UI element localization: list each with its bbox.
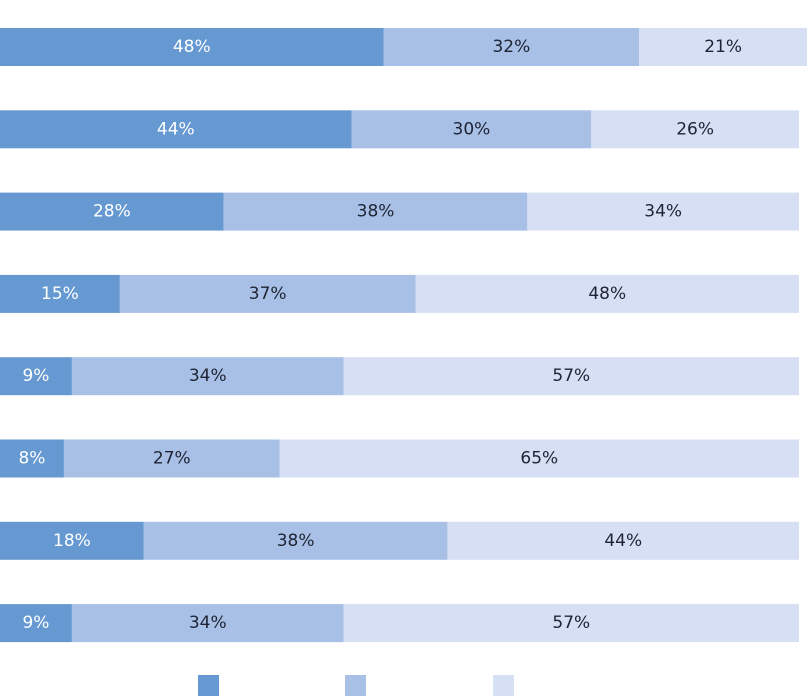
data-label-s1-r6: 8% — [18, 449, 45, 469]
bar-row-7: 18% 38% 44% — [0, 521, 800, 560]
bar-row-5: 9% 34% 57% — [0, 357, 800, 396]
data-label-s2-r1: 32% — [492, 37, 530, 57]
bar-segment-s2-r5 — [71, 357, 344, 396]
bars-group: 48% 32% 21% 44% 30% 26% 28% 38% 34% 15% 37% 48% 9% 34… — [0, 28, 807, 643]
data-label-s3-r8: 57% — [552, 613, 590, 633]
data-label-s1-r1: 48% — [173, 37, 211, 57]
data-label-s2-r3: 38% — [357, 202, 395, 222]
bar-segment-s2-r7 — [143, 521, 448, 560]
bar-segment-s1-r7 — [0, 521, 144, 560]
legend-swatch-3 — [493, 675, 514, 696]
bar-segment-s3-r5 — [343, 357, 800, 396]
data-label-s3-r2: 26% — [676, 119, 714, 139]
data-label-s1-r7: 18% — [53, 531, 91, 551]
bar-row-4: 15% 37% 48% — [0, 274, 800, 313]
data-label-s2-r6: 27% — [153, 449, 191, 469]
bar-segment-s1-r2 — [0, 110, 352, 149]
bar-row-3: 28% 38% 34% — [0, 192, 800, 231]
data-label-s2-r2: 30% — [453, 119, 491, 139]
data-label-s2-r4: 37% — [249, 284, 287, 304]
bar-segment-s1-r4 — [0, 274, 120, 313]
bar-segment-s1-r5 — [0, 357, 72, 396]
data-label-s3-r6: 65% — [520, 449, 558, 469]
legend — [198, 675, 514, 696]
data-label-s3-r4: 48% — [588, 284, 626, 304]
data-label-s2-r7: 38% — [277, 531, 315, 551]
data-label-s1-r8: 9% — [22, 613, 49, 633]
bar-segment-s1-r1 — [0, 28, 384, 66]
data-label-s3-r7: 44% — [604, 531, 642, 551]
bar-segment-s2-r8 — [71, 604, 344, 643]
bar-segment-s3-r1 — [639, 28, 807, 66]
data-label-s1-r5: 9% — [22, 366, 49, 386]
bar-row-8: 9% 34% 57% — [0, 604, 800, 643]
data-label-s1-r3: 28% — [93, 202, 131, 222]
data-label-s3-r1: 21% — [704, 37, 742, 57]
bar-segment-s3-r4 — [415, 274, 800, 313]
legend-swatch-2 — [345, 675, 366, 696]
bar-segment-s3-r7 — [447, 521, 800, 560]
bar-segment-s2-r6 — [63, 439, 280, 478]
bar-segment-s3-r8 — [343, 604, 800, 643]
bar-segment-s2-r4 — [119, 274, 416, 313]
bar-segment-s3-r6 — [279, 439, 800, 478]
bar-row-1: 48% 32% 21% — [0, 28, 807, 66]
bar-segment-s2-r1 — [383, 28, 640, 66]
bar-segment-s3-r2 — [591, 110, 800, 149]
bar-segment-s1-r6 — [0, 439, 64, 478]
data-label-s2-r8: 34% — [189, 613, 227, 633]
bar-segment-s3-r3 — [527, 192, 800, 231]
bar-segment-s2-r2 — [351, 110, 592, 149]
data-label-s3-r3: 34% — [644, 202, 682, 222]
bar-row-2: 44% 30% 26% — [0, 110, 800, 149]
data-label-s3-r5: 57% — [552, 366, 590, 386]
bar-segment-s1-r8 — [0, 604, 72, 643]
data-label-s1-r2: 44% — [157, 119, 195, 139]
bar-segment-s2-r3 — [223, 192, 528, 231]
bar-segment-s1-r3 — [0, 192, 224, 231]
bar-row-6: 8% 27% 65% — [0, 439, 800, 478]
data-label-s2-r5: 34% — [189, 366, 227, 386]
legend-swatch-1 — [198, 675, 219, 696]
data-label-s1-r4: 15% — [41, 284, 79, 304]
